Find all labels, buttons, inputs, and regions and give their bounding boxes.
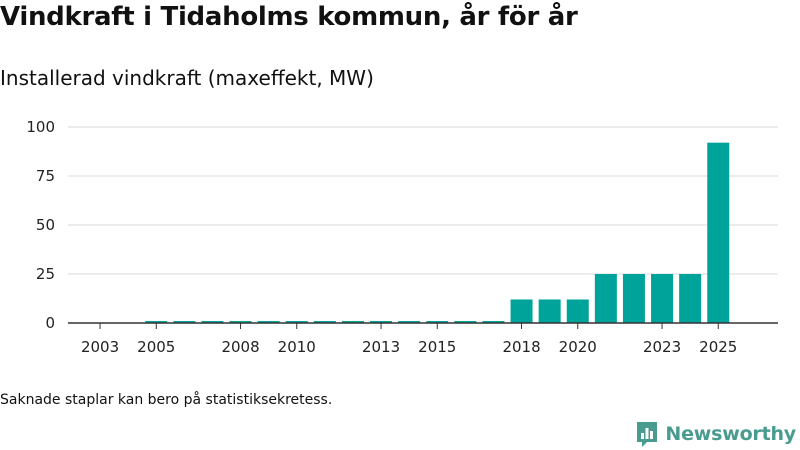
x-tick-label: 2005 [137, 338, 175, 356]
footnote: Saknade staplar kan bero på statistiksek… [0, 392, 333, 408]
x-tick-label: 2003 [81, 338, 119, 356]
y-tick-label: 100 [26, 118, 55, 136]
x-tick-label: 2020 [559, 338, 597, 356]
bar-2019 [538, 299, 561, 323]
bar-chart: 0 25 50 75 100 2003 2005 2008 2010 2013 2015 2018 20… [26, 118, 778, 356]
bar-2012 [341, 321, 364, 323]
bar-2020 [566, 299, 589, 323]
bar-2009 [257, 321, 280, 323]
bar-2006 [173, 321, 196, 323]
y-tick-label: 0 [45, 314, 55, 332]
y-tick-label: 75 [36, 167, 55, 185]
y-tick-label: 25 [36, 265, 55, 283]
x-tick-label: 2025 [699, 338, 737, 356]
x-tick-label: 2008 [221, 338, 259, 356]
bar-2005 [145, 321, 168, 323]
x-axis [68, 322, 778, 329]
x-tick-label: 2023 [643, 338, 681, 356]
brand-logo: Newsworthy [635, 420, 796, 448]
bar-2015 [426, 321, 449, 323]
x-tick-label: 2015 [418, 338, 456, 356]
tick-labels: 0 25 50 75 100 2003 2005 2008 2010 2013 2015 2018 20… [26, 118, 737, 356]
brand-name: Newsworthy [665, 423, 796, 445]
bar-2017 [482, 321, 505, 323]
chart-title: Vindkraft i Tidaholms kommun, år för år [0, 2, 578, 32]
x-tick-label: 2013 [362, 338, 400, 356]
bar-2008 [229, 321, 252, 323]
bars [145, 142, 730, 323]
x-tick-label: 2010 [278, 338, 316, 356]
bar-2011 [313, 321, 336, 323]
bar-2021 [594, 274, 617, 323]
bar-2014 [398, 321, 421, 323]
bar-2022 [622, 274, 645, 323]
bar-2016 [454, 321, 477, 323]
bar-2025 [707, 142, 730, 323]
bar-2024 [679, 274, 702, 323]
chart-subtitle: Installerad vindkraft (maxeffekt, MW) [0, 66, 374, 90]
bar-2007 [201, 321, 224, 323]
x-tick-label: 2018 [502, 338, 540, 356]
bar-2013 [370, 321, 393, 323]
bar-2010 [285, 321, 308, 323]
y-tick-label: 50 [36, 216, 55, 234]
newsworthy-logo-icon [637, 422, 658, 447]
bar-2023 [651, 274, 674, 323]
grid-lines [68, 126, 778, 275]
bar-2018 [510, 299, 533, 323]
